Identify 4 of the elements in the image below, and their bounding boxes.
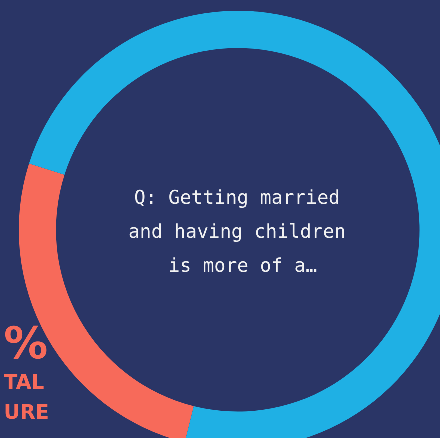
text: % [4, 318, 48, 370]
text: URE [4, 400, 50, 424]
text: Q: Getting married and having children is more of a… [128, 187, 358, 277]
text: TAL [4, 370, 45, 394]
